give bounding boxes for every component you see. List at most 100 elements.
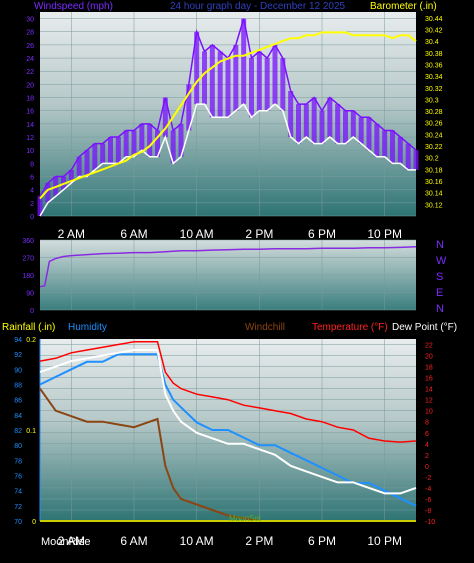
time-tick-label: 2 PM: [245, 534, 273, 548]
temperature-axis-label: Temperature (°F): [312, 322, 388, 333]
temp-tick-label: 0: [425, 464, 429, 471]
temp-tick-label: 18: [425, 365, 433, 372]
wind-tick-label: 20: [26, 82, 34, 89]
temp-tick-label: 2: [425, 453, 429, 460]
temp-tick-label: 22: [425, 343, 433, 350]
humidity-tick-label: 84: [14, 413, 22, 420]
humidity-axis-ticks: 70 72 74 76 78 80 82 84 86 88 90 92 94: [14, 337, 22, 526]
humidity-tick-label: 76: [14, 474, 22, 481]
baro-tick-label: 30.28: [425, 109, 443, 116]
wind-line: [39, 102, 416, 217]
baro-tick-label: 30.14: [425, 191, 443, 198]
baro-tick-label: 30.26: [425, 121, 443, 128]
time-tick-label: 10 PM: [367, 534, 402, 548]
time-tick-label: 6 AM: [120, 227, 147, 241]
compass-label: W: [436, 255, 447, 267]
baro-axis-ticks: 30.12 30.14 30.16 30.18 30.2 30.22 30.24 30.26 3…: [425, 16, 443, 210]
humidity-tick-label: 94: [14, 337, 22, 344]
temp-tick-label: -6: [425, 497, 431, 504]
humidity-tick-label: 72: [14, 504, 22, 511]
baro-tick-label: 30.12: [425, 202, 443, 209]
humidity-tick-label: 78: [14, 458, 22, 465]
baro-tick-label: 30.18: [425, 167, 443, 174]
temp-tick-label: 10: [425, 409, 433, 416]
wind-tick-label: 24: [26, 56, 34, 63]
time-tick-label: 2 AM: [58, 534, 85, 548]
baro-tick-label: 30.38: [425, 51, 443, 58]
temp-tick-label: 12: [425, 398, 433, 405]
compass-label: N: [436, 239, 444, 251]
wind-tick-label: 14: [26, 122, 34, 129]
temperature-line: [39, 341, 417, 443]
time-tick-label: 10 AM: [180, 534, 214, 548]
direction-tick-label: 90: [26, 291, 34, 298]
temperature-axis-ticks: -10 -8 -6 -4 -2 0 2 4 6 8 10 12 14 16 18 20 22: [425, 343, 435, 526]
baro-tick-label: 30.24: [425, 132, 443, 139]
wind-tick-label: 4: [30, 188, 34, 195]
barometer-line: [39, 31, 417, 200]
direction-gridlines: [40, 239, 416, 311]
wind-tick-label: 22: [26, 69, 34, 76]
rainfall-tick-label: 0.2: [26, 337, 36, 344]
direction-tick-label: 360: [22, 238, 34, 245]
wind-direction-line: [39, 246, 417, 288]
humidity-tick-label: 90: [14, 367, 22, 374]
temp-tick-label: 20: [425, 354, 433, 361]
temp-tick-label: 8: [425, 420, 429, 427]
baro-tick-label: 30.22: [425, 144, 443, 151]
baro-tick-label: 30.2: [425, 156, 439, 163]
humidity-tick-label: 92: [14, 352, 22, 359]
humidity-line: [39, 353, 417, 507]
humidity-tick-label: 88: [14, 383, 22, 390]
wind-baro-series: [37, 18, 419, 217]
wind-tick-label: 26: [26, 43, 34, 50]
baro-tick-label: 30.42: [425, 27, 443, 34]
compass-label: E: [436, 287, 443, 299]
compass-label: N: [436, 303, 444, 315]
time-tick-label: 6 PM: [308, 534, 336, 548]
humidity-tick-label: 70: [14, 519, 22, 526]
rainfall-tick-label: 0.1: [26, 428, 36, 435]
baro-tick-label: 30.16: [425, 179, 443, 186]
moonrise-label: MoonRise: [41, 536, 91, 548]
baro-tick-label: 30.32: [425, 86, 443, 93]
time-tick-label: 2 PM: [245, 227, 273, 241]
temp-tick-label: 16: [425, 376, 433, 383]
wind-tick-label: 30: [26, 17, 34, 24]
lower-time-axis-ticks: 2 AM 6 AM 10 AM 2 PM 6 PM 10 PM: [58, 534, 402, 548]
moonset-label: MoonSet: [229, 514, 262, 523]
windspeed-axis-label: Windspeed (mph): [34, 1, 113, 12]
wind-tick-label: 0: [30, 214, 34, 221]
humidity-tick-label: 80: [14, 443, 22, 450]
temp-tick-label: 14: [425, 387, 433, 394]
direction-tick-label: 0: [30, 308, 34, 315]
wind-tick-label: 28: [26, 30, 34, 37]
temp-tick-label: 6: [425, 431, 429, 438]
baro-tick-label: 30.34: [425, 74, 443, 81]
temp-tick-label: -10: [425, 519, 435, 526]
direction-tick-label: 180: [22, 273, 34, 280]
chart-title: 24 hour graph day - December 12 2025: [170, 1, 346, 12]
baro-tick-label: 30.36: [425, 62, 443, 69]
windchill-line: [39, 349, 417, 495]
humidity-tick-label: 82: [14, 428, 22, 435]
barometer-axis-label: Barometer (.in): [370, 1, 437, 12]
time-tick-label: 2 AM: [58, 227, 85, 241]
wind-tick-label: 8: [30, 161, 34, 168]
time-tick-label: 10 PM: [367, 227, 402, 241]
rainfall-axis-label: Rainfall (.in): [2, 322, 55, 333]
wind-tick-label: 6: [30, 175, 34, 182]
wind-tick-label: 12: [26, 135, 34, 142]
direction-tick-label: 270: [22, 256, 34, 263]
humidity-tick-label: 74: [14, 489, 22, 496]
time-tick-label: 6 PM: [308, 227, 336, 241]
baro-tick-label: 30.3: [425, 97, 439, 104]
temp-humidity-series: [39, 341, 417, 522]
humidity-axis-label: Humidity: [68, 322, 107, 333]
wind-tick-label: 10: [26, 148, 34, 155]
direction-axis-ticks: 0 90 180 270 360: [22, 238, 34, 315]
rainfall-axis-ticks: 0.2 0.1 0: [26, 337, 36, 526]
